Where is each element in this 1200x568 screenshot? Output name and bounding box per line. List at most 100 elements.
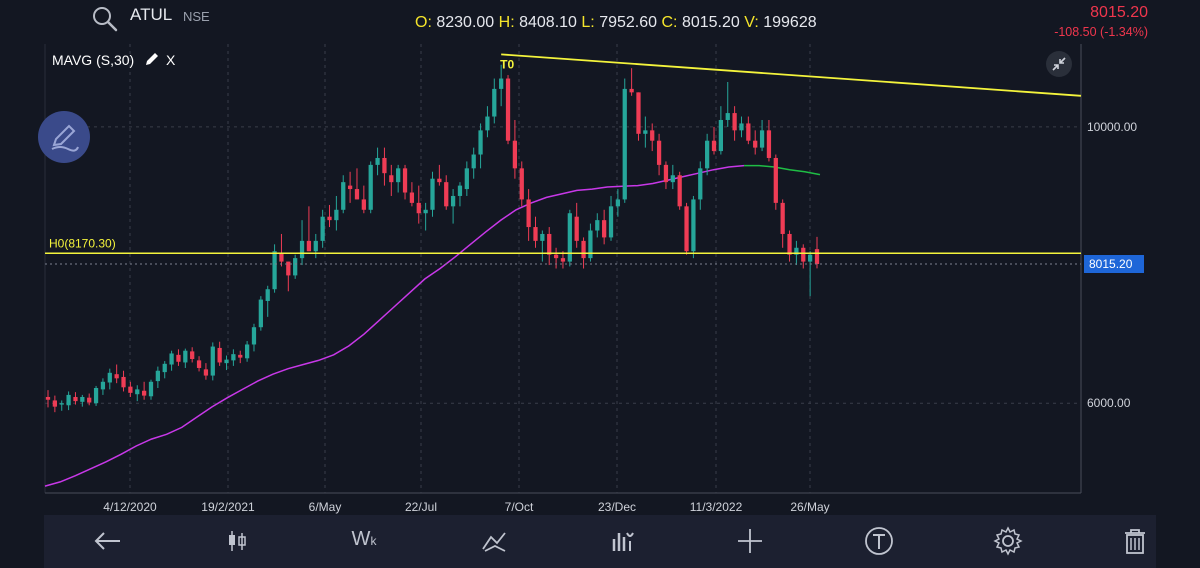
chart-type-button[interactable]	[219, 523, 255, 559]
candle	[279, 233, 284, 267]
candle	[368, 161, 373, 214]
delete-button[interactable]	[1117, 523, 1153, 559]
candle	[423, 202, 428, 231]
candle	[615, 189, 621, 217]
candle-body	[265, 289, 270, 301]
x-tick-label: 11/3/2022	[690, 500, 743, 514]
candle	[59, 400, 64, 411]
candle	[128, 381, 133, 397]
candle	[272, 244, 277, 293]
candle	[100, 378, 106, 395]
candle	[718, 106, 724, 155]
candle	[203, 363, 209, 380]
candle	[464, 161, 469, 196]
candle-body	[766, 130, 772, 158]
candle	[121, 370, 126, 392]
low-label: L:	[581, 14, 595, 31]
candle-body	[450, 195, 456, 207]
candle	[416, 185, 421, 224]
candle-body	[677, 175, 682, 207]
candle	[402, 164, 408, 200]
candle	[162, 361, 167, 379]
candle-body	[114, 374, 119, 379]
back-button[interactable]	[90, 523, 126, 559]
candle-body	[272, 251, 277, 290]
candle-body	[389, 175, 394, 183]
candle	[533, 216, 538, 248]
pencil-icon[interactable]	[144, 51, 160, 67]
indicators-button[interactable]	[606, 523, 642, 559]
candle	[66, 391, 71, 411]
y-tick-label: 6000.00	[1087, 396, 1131, 410]
candle-body	[581, 240, 586, 259]
candle-body	[478, 130, 483, 155]
candle-body	[107, 372, 112, 383]
candle	[52, 395, 57, 413]
trendline[interactable]	[501, 53, 1082, 97]
candle	[238, 350, 243, 364]
candle-body	[725, 113, 730, 120]
candle-body	[244, 344, 250, 359]
candle	[375, 147, 380, 176]
candle-body	[739, 123, 744, 131]
candle-body	[602, 220, 607, 238]
candle	[347, 171, 353, 203]
candle	[224, 355, 229, 371]
candle	[210, 342, 215, 381]
last-price: 8015.20	[1090, 4, 1148, 21]
candle-body	[306, 240, 312, 252]
settings-button[interactable]	[990, 523, 1026, 559]
symbol-name[interactable]: ATUL	[130, 5, 173, 24]
candle-body	[773, 157, 778, 203]
candle	[663, 161, 669, 190]
interval-button[interactable]: Wk	[346, 523, 382, 559]
draw-icon	[51, 124, 79, 152]
candle-body	[753, 140, 758, 148]
candle	[293, 254, 298, 279]
x-tick-label: 26/May	[790, 500, 829, 514]
indicator-label[interactable]: MAVG (S,30)	[52, 52, 135, 68]
candle	[354, 168, 360, 200]
candle-body	[464, 168, 469, 190]
candle-body	[670, 175, 675, 183]
chart-annotations[interactable]: H0(8170.30) T0	[45, 53, 1082, 265]
candle	[251, 323, 257, 352]
candle-body	[327, 216, 332, 221]
candle-body	[711, 140, 717, 152]
candle	[553, 247, 559, 269]
candle-body	[430, 178, 435, 210]
draw-fab-button[interactable]	[38, 111, 90, 163]
candle-body	[210, 346, 215, 376]
indicator-remove-button[interactable]: X	[165, 52, 176, 68]
crosshair-button[interactable]	[732, 523, 768, 559]
candle	[677, 171, 682, 210]
candle-body	[416, 202, 421, 214]
candle	[622, 78, 627, 203]
candle-body	[368, 164, 373, 210]
candle	[183, 348, 188, 368]
candle	[389, 164, 394, 196]
candle-body	[45, 396, 51, 400]
candle	[588, 223, 593, 262]
search-icon[interactable]	[90, 4, 120, 34]
weekly-icon: Wk	[351, 528, 377, 550]
candle-body	[251, 327, 257, 345]
candle	[437, 164, 442, 186]
candle	[457, 182, 463, 207]
open-value: 8230.00	[436, 14, 495, 31]
candle	[608, 195, 614, 241]
candle	[341, 175, 346, 214]
candle	[650, 123, 655, 152]
candle-body	[691, 199, 696, 252]
candle	[409, 182, 415, 207]
candle-body	[574, 216, 579, 241]
text-tool-button[interactable]	[861, 523, 897, 559]
candle-body	[52, 400, 57, 407]
volume-value: 199628	[763, 14, 817, 31]
candle	[258, 296, 263, 331]
close-label: C:	[661, 14, 678, 31]
candle	[746, 116, 751, 145]
collapse-button[interactable]	[1046, 51, 1072, 77]
drawing-tools-button[interactable]	[477, 523, 513, 559]
